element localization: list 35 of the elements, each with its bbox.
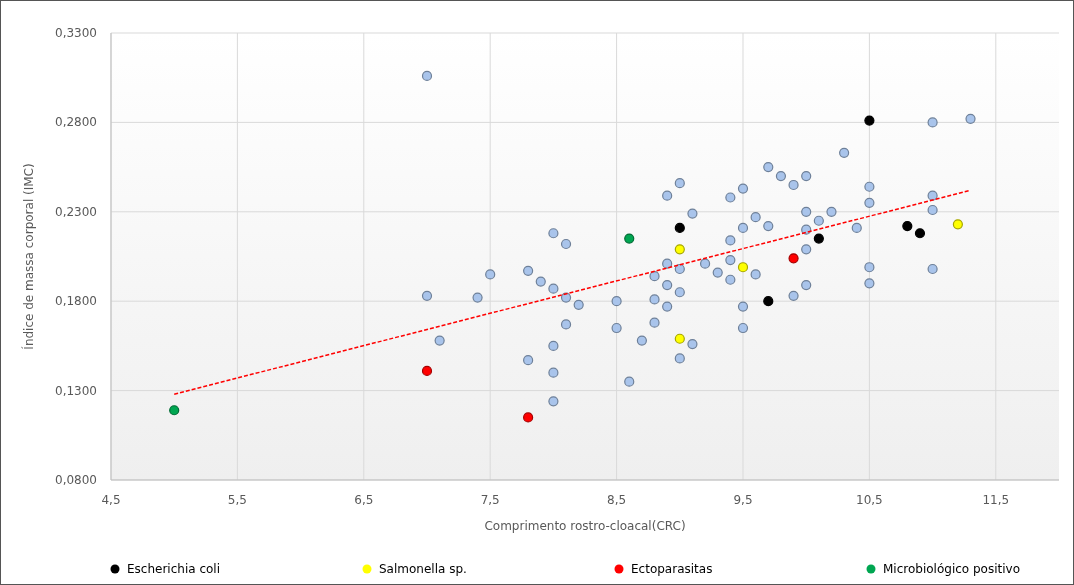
x-tick-label: 5,5 [227, 493, 247, 507]
x-tick-label: 11,5 [982, 493, 1010, 507]
point [737, 262, 749, 273]
x-tick-label: 9,5 [733, 493, 753, 507]
point [421, 365, 433, 377]
legend-label: Microbiológico positivo [883, 562, 1020, 576]
y-tick-label: 0,1300 [55, 383, 97, 398]
x-tick-label: 10,5 [856, 493, 883, 507]
legend-label: Escherichia coli [127, 562, 220, 576]
y-tick-label: 0,3300 [55, 26, 97, 40]
y-tick-label: 0,0800 [55, 473, 97, 487]
point [864, 115, 875, 126]
x-tick-label: 7,5 [480, 493, 500, 507]
y-axis-title: Índice de massa corporal (IMC) [21, 163, 36, 350]
x-tick-label: 4,5 [101, 493, 121, 507]
point [813, 233, 824, 244]
point [523, 412, 534, 423]
x-tick-label: 6,5 [354, 493, 374, 507]
point [952, 219, 963, 230]
point [674, 333, 685, 344]
y-tick-label: 0,2300 [55, 204, 97, 219]
point [788, 253, 799, 264]
point [674, 244, 685, 255]
legend-label: Ectoparasitas [631, 562, 713, 576]
x-tick-label: 8,5 [607, 493, 627, 507]
legend-label: Salmonella sp. [379, 562, 467, 576]
point [902, 221, 913, 232]
point [763, 296, 774, 307]
point [169, 405, 180, 416]
y-tick-label: 0,2800 [55, 115, 97, 130]
point [624, 233, 635, 244]
y-tick-label: 0,1800 [55, 294, 97, 309]
point [914, 228, 926, 239]
x-axis-title: Comprimento rostro-cloacal(CRC) [484, 519, 686, 533]
point [674, 222, 685, 233]
